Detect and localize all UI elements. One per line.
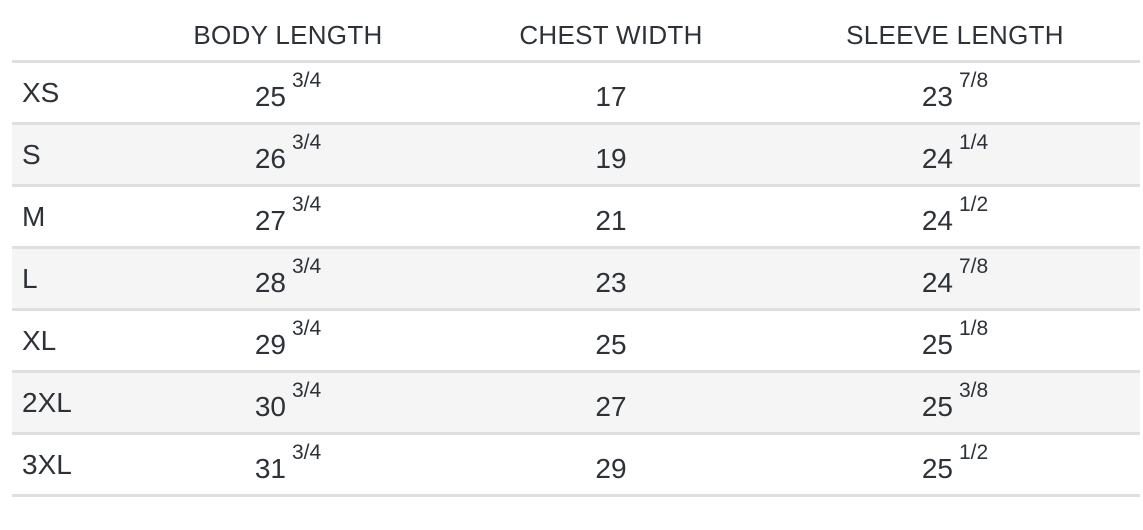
sleeve-length-fraction: 1/2	[958, 192, 989, 216]
size-label: XL	[22, 324, 57, 356]
chest-width-cell: 29	[441, 449, 781, 484]
body-length-whole: 27	[254, 204, 286, 236]
body-length-cell: 313/4	[135, 441, 441, 484]
body-length-whole: 26	[254, 142, 286, 174]
body-length-cell: 253/4	[135, 69, 441, 112]
size-label: XS	[22, 76, 60, 108]
sleeve-length-cell: 251/8	[781, 317, 1129, 360]
sleeve-length-fraction: 1/8	[958, 316, 989, 340]
sleeve-length-cell: 253/8	[781, 379, 1129, 422]
sleeve-length-fraction: 7/8	[958, 254, 989, 278]
chest-width-cell: 25	[441, 325, 781, 360]
size-label: 2XL	[22, 386, 72, 418]
table-row: L 283/4 23 247/8	[12, 249, 1140, 311]
table-header: BODY LENGTH CHEST WIDTH SLEEVE LENGTH	[12, 0, 1140, 63]
sleeve-length-cell: 251/2	[781, 441, 1129, 484]
table-row: XS 253/4 17 237/8	[12, 63, 1140, 125]
chest-width-value: 29	[595, 452, 627, 484]
body-length-cell: 263/4	[135, 131, 441, 174]
size-label: M	[22, 200, 46, 232]
sleeve-length-cell: 241/2	[781, 193, 1129, 236]
sleeve-length-whole: 25	[921, 328, 953, 360]
chest-width-value: 23	[595, 266, 627, 298]
sleeve-length-fraction: 1/4	[958, 130, 989, 154]
chest-width-value: 21	[595, 204, 627, 236]
body-length-cell: 293/4	[135, 317, 441, 360]
size-label: S	[22, 138, 41, 170]
sleeve-length-whole: 25	[921, 452, 953, 484]
header-sleeve-length: SLEEVE LENGTH	[846, 20, 1064, 50]
body-length-cell: 283/4	[135, 255, 441, 298]
body-length-fraction: 3/4	[291, 192, 322, 216]
body-length-whole: 28	[254, 266, 286, 298]
size-label: L	[22, 262, 38, 294]
body-length-fraction: 3/4	[291, 68, 322, 92]
chest-width-cell: 23	[441, 263, 781, 298]
chest-width-value: 17	[595, 80, 627, 112]
table-row: 2XL 303/4 27 253/8	[12, 373, 1140, 435]
sleeve-length-whole: 24	[921, 204, 953, 236]
sleeve-length-fraction: 3/8	[958, 378, 989, 402]
header-body-length: BODY LENGTH	[193, 20, 383, 50]
sleeve-length-whole: 25	[921, 390, 953, 422]
chest-width-value: 27	[595, 390, 627, 422]
body-length-cell: 303/4	[135, 379, 441, 422]
chest-width-value: 19	[595, 142, 627, 174]
body-length-whole: 29	[254, 328, 286, 360]
sleeve-length-whole: 24	[921, 266, 953, 298]
sleeve-length-whole: 24	[921, 142, 953, 174]
body-length-whole: 31	[254, 452, 286, 484]
sleeve-length-fraction: 1/2	[958, 440, 989, 464]
size-label: 3XL	[22, 448, 72, 480]
chest-width-cell: 21	[441, 201, 781, 236]
sleeve-length-cell: 241/4	[781, 131, 1129, 174]
table-row: M 273/4 21 241/2	[12, 187, 1140, 249]
chest-width-cell: 19	[441, 139, 781, 174]
header-chest-width: CHEST WIDTH	[519, 20, 703, 50]
sleeve-length-cell: 247/8	[781, 255, 1129, 298]
sleeve-length-fraction: 7/8	[958, 68, 989, 92]
table-row: XL 293/4 25 251/8	[12, 311, 1140, 373]
chest-width-value: 25	[595, 328, 627, 360]
body-length-fraction: 3/4	[291, 316, 322, 340]
body-length-cell: 273/4	[135, 193, 441, 236]
chest-width-cell: 17	[441, 77, 781, 112]
body-length-whole: 30	[254, 390, 286, 422]
size-chart-table: BODY LENGTH CHEST WIDTH SLEEVE LENGTH XS…	[12, 0, 1140, 497]
body-length-fraction: 3/4	[291, 440, 322, 464]
chest-width-cell: 27	[441, 387, 781, 422]
body-length-whole: 25	[254, 80, 286, 112]
sleeve-length-cell: 237/8	[781, 69, 1129, 112]
sleeve-length-whole: 23	[921, 80, 953, 112]
body-length-fraction: 3/4	[291, 378, 322, 402]
table-row: 3XL 313/4 29 251/2	[12, 435, 1140, 497]
body-length-fraction: 3/4	[291, 254, 322, 278]
table-row: S 263/4 19 241/4	[12, 125, 1140, 187]
body-length-fraction: 3/4	[291, 130, 322, 154]
